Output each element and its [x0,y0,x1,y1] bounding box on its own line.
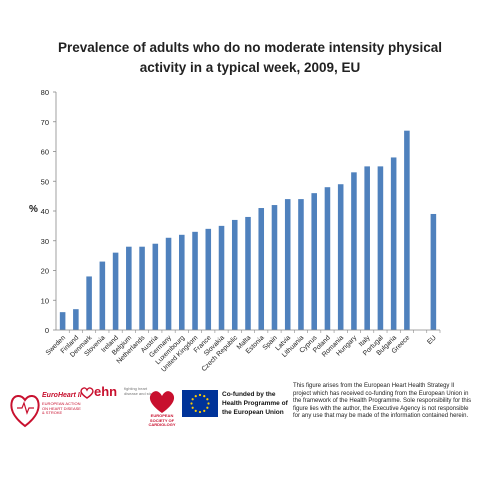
heart-icon [10,395,40,428]
eu-star [203,395,206,398]
y-tick-label: 20 [41,267,49,276]
esc-heart-icon [149,391,175,413]
eu-star [203,409,206,412]
eu-star [194,409,197,412]
euroheart-text: EuroHeart II [42,392,82,399]
cofunded-text: Co-funded by the Health Programme of the… [222,391,288,416]
bar [377,166,384,330]
eu-star [194,395,197,398]
eu-star [191,398,194,401]
y-tick-label: 70 [41,118,49,127]
ehn-heart-icon [80,386,94,399]
bar [205,228,212,330]
bar [165,237,172,330]
bar [298,199,304,330]
eu-star [198,393,202,397]
bar [324,187,331,330]
esc-logo: EUROPEAN SOCIETY OF CARDIOLOGY [143,388,181,436]
bar [152,243,159,330]
bar [192,231,198,330]
bar [404,130,410,330]
bar [99,261,106,330]
y-tick-label: 50 [41,177,49,186]
bar [218,225,225,330]
eu-star [190,402,193,405]
esc-text: EUROPEAN SOCIETY OF CARDIOLOGY [148,413,176,427]
bar [126,246,132,330]
bar [351,172,357,330]
y-tick-label: 60 [41,148,49,157]
eu-star [191,406,194,409]
bar [337,184,344,330]
chart-title: Prevalence of adults who do no moderate … [57,40,443,75]
eu-star [206,406,209,409]
disclaimer-text: This figure arises from the European Hea… [293,383,472,420]
bars [59,130,437,330]
y-tick-label: 80 [41,88,49,97]
x-tick-label: EU [426,334,438,346]
bar [390,157,397,330]
bar [59,312,66,330]
bar [86,276,92,330]
ehn-text: ehn [94,384,118,399]
bar [258,208,265,330]
euroheart-subtext: EUROPEAN ACTION ON HEART DISEASE & STROK… [42,401,81,415]
y-axis-ticks: 0 10 20 30 40 50 60 70 80 [41,88,56,335]
ehn-logo: ehn [80,384,117,399]
bar [139,246,145,330]
ehn-subtext: fighting heart disease and stroke [124,386,158,396]
bar [284,199,291,330]
eu-star [206,398,209,401]
bar [179,234,185,330]
bar [364,166,370,330]
bar [271,205,278,330]
bar [112,252,119,330]
y-tick-label: 0 [45,326,49,335]
bar [231,219,238,330]
y-tick-label: 10 [41,296,49,305]
eu-star [198,410,202,414]
y-axis-label: % [29,204,38,215]
euroheart-logo: EuroHeart II EUROPEAN ACTION ON HEART DI… [8,386,82,432]
x-axis-labels: SwedenFinlandDenmarkSloveniaIrelandBelgi… [45,330,441,374]
y-tick-label: 30 [41,237,49,246]
bar [430,213,437,330]
eu-star [207,402,210,405]
footer-logos: EuroHeart II EUROPEAN ACTION ON HEART DI… [0,378,480,438]
eu-flag-icon [182,390,218,417]
bar [245,216,251,330]
bar [73,309,79,330]
bar [311,193,317,330]
y-tick-label: 40 [41,207,49,216]
